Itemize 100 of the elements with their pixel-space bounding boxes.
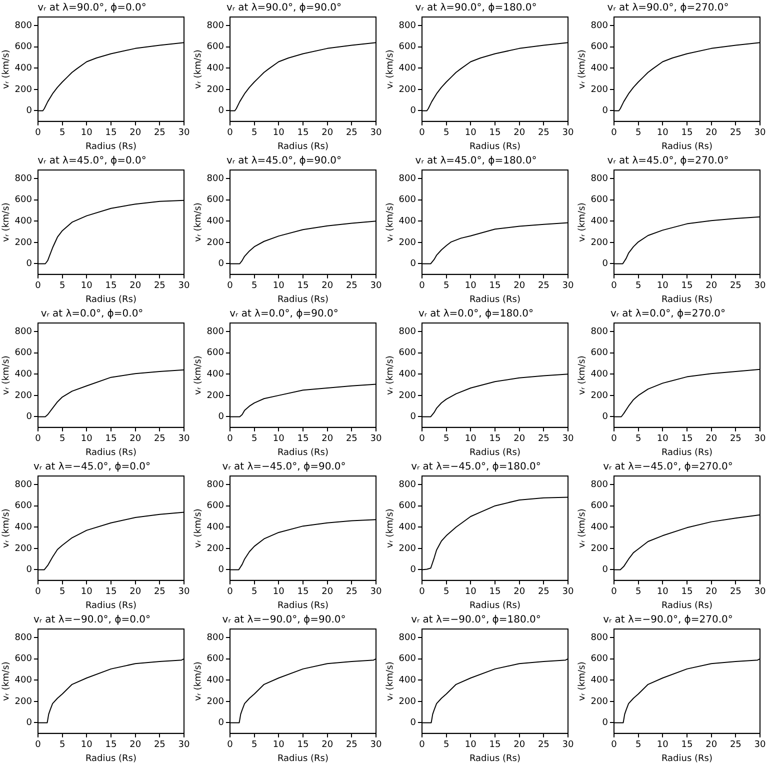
y-tick-label: 200 [590, 238, 608, 248]
y-tick-label: 600 [590, 348, 608, 358]
x-tick-label: 15 [297, 281, 309, 292]
x-tick-label: 5 [251, 128, 258, 138]
y-tick-label: 800 [14, 326, 32, 337]
x-tick-label: 25 [346, 740, 358, 750]
x-tick-label: 10 [80, 587, 93, 598]
x-tick-label: 10 [656, 128, 669, 138]
x-tick-label: 25 [538, 128, 550, 138]
y-tick-label: 0 [26, 565, 32, 576]
x-axis-title: Radius (Rs) [469, 754, 520, 764]
x-tick-label: 15 [681, 128, 693, 138]
y-tick-label: 200 [14, 84, 32, 95]
x-tick-label: 30 [370, 128, 382, 138]
x-tick-label: 0 [419, 587, 426, 598]
y-tick-label: 200 [590, 84, 608, 95]
x-tick-label: 10 [80, 281, 93, 292]
y-tick-label: 400 [398, 63, 416, 74]
y-tick-label: 800 [206, 632, 224, 643]
y-axis-title: vᵣ (km/s) [386, 50, 396, 89]
x-tick-label: 15 [489, 740, 501, 750]
x-tick-label: 20 [514, 434, 526, 444]
x-axis-title: Radius (Rs) [661, 142, 712, 152]
x-tick-label: 30 [754, 587, 766, 598]
y-tick-label: 400 [590, 675, 608, 686]
x-axis-title: Radius (Rs) [469, 448, 520, 458]
x-tick-label: 20 [322, 587, 334, 598]
x-tick-label: 30 [178, 434, 190, 444]
y-tick-label: 800 [590, 20, 608, 31]
y-axis-title: vᵣ (km/s) [194, 662, 204, 701]
y-tick-label: 400 [14, 216, 32, 226]
x-tick-label: 5 [251, 434, 258, 444]
x-tick-label: 30 [178, 587, 190, 598]
y-tick-label: 400 [398, 675, 416, 686]
x-tick-label: 20 [130, 434, 142, 444]
chart-title: vᵣ at λ=0.0°, ϕ=180.0° [418, 308, 534, 320]
chart-title: vᵣ at λ=45.0°, ϕ=180.0° [415, 156, 537, 167]
y-tick-label: 400 [14, 63, 32, 74]
x-tick-label: 5 [635, 434, 642, 444]
x-axis-title: Radius (Rs) [661, 600, 712, 611]
y-tick-label: 0 [410, 106, 416, 116]
y-tick-label: 200 [14, 390, 32, 401]
x-tick-label: 5 [443, 587, 450, 598]
y-tick-label: 400 [398, 522, 416, 532]
chart-title: vᵣ at λ=0.0°, ϕ=90.0° [230, 308, 338, 320]
y-tick-label: 600 [590, 501, 608, 512]
x-tick-label: 10 [464, 281, 477, 292]
x-tick-label: 30 [754, 281, 766, 292]
x-tick-label: 25 [730, 434, 742, 444]
x-tick-label: 25 [730, 281, 742, 292]
x-tick-label: 20 [130, 128, 142, 138]
y-tick-label: 600 [398, 348, 416, 358]
x-tick-label: 0 [419, 740, 426, 750]
y-axis-title: vᵣ (km/s) [386, 202, 396, 242]
y-tick-label: 0 [410, 718, 416, 728]
x-tick-label: 20 [706, 281, 718, 292]
y-tick-label: 400 [14, 675, 32, 686]
y-tick-label: 200 [590, 696, 608, 707]
x-tick-label: 10 [656, 281, 669, 292]
x-tick-label: 30 [754, 128, 766, 138]
x-tick-label: 0 [419, 281, 426, 292]
y-tick-label: 600 [206, 348, 224, 358]
y-tick-label: 800 [590, 632, 608, 643]
x-axis-title: Radius (Rs) [277, 294, 328, 305]
y-tick-label: 0 [26, 718, 32, 728]
x-tick-label: 15 [297, 587, 309, 598]
y-axis-title: vᵣ (km/s) [386, 356, 396, 395]
y-axis-title: vᵣ (km/s) [194, 508, 204, 548]
y-axis-title: vᵣ (km/s) [2, 202, 12, 242]
x-tick-label: 5 [59, 281, 66, 292]
y-tick-label: 800 [206, 480, 224, 490]
x-tick-label: 0 [419, 434, 426, 444]
x-tick-label: 0 [611, 281, 618, 292]
y-tick-label: 800 [14, 20, 32, 31]
y-axis-title: vᵣ (km/s) [578, 50, 588, 89]
y-tick-label: 800 [14, 480, 32, 490]
x-tick-label: 0 [227, 740, 234, 750]
y-tick-label: 200 [206, 390, 224, 401]
x-tick-label: 15 [681, 740, 693, 750]
x-tick-label: 10 [80, 740, 93, 750]
x-tick-label: 20 [322, 434, 334, 444]
x-tick-label: 0 [419, 128, 426, 138]
x-tick-label: 20 [514, 128, 526, 138]
chart-title: vᵣ at λ=0.0°, ϕ=270.0° [610, 308, 726, 320]
chart-title: vᵣ at λ=45.0°, ϕ=90.0° [226, 156, 342, 167]
x-tick-label: 30 [370, 587, 382, 598]
y-tick-label: 0 [218, 565, 224, 576]
y-tick-label: 800 [590, 326, 608, 337]
x-tick-label: 25 [538, 434, 550, 444]
chart-title: vᵣ at λ=−45.0°, ϕ=0.0° [33, 462, 151, 473]
y-tick-label: 800 [398, 20, 416, 31]
x-tick-label: 0 [611, 128, 618, 138]
x-tick-label: 5 [635, 281, 642, 292]
y-tick-label: 400 [206, 522, 224, 532]
y-tick-label: 600 [14, 195, 32, 206]
x-tick-label: 20 [706, 128, 718, 138]
y-axis-title: vᵣ (km/s) [2, 662, 12, 701]
y-axis-title: vᵣ (km/s) [194, 50, 204, 89]
y-tick-label: 200 [206, 544, 224, 554]
y-tick-label: 0 [26, 259, 32, 270]
